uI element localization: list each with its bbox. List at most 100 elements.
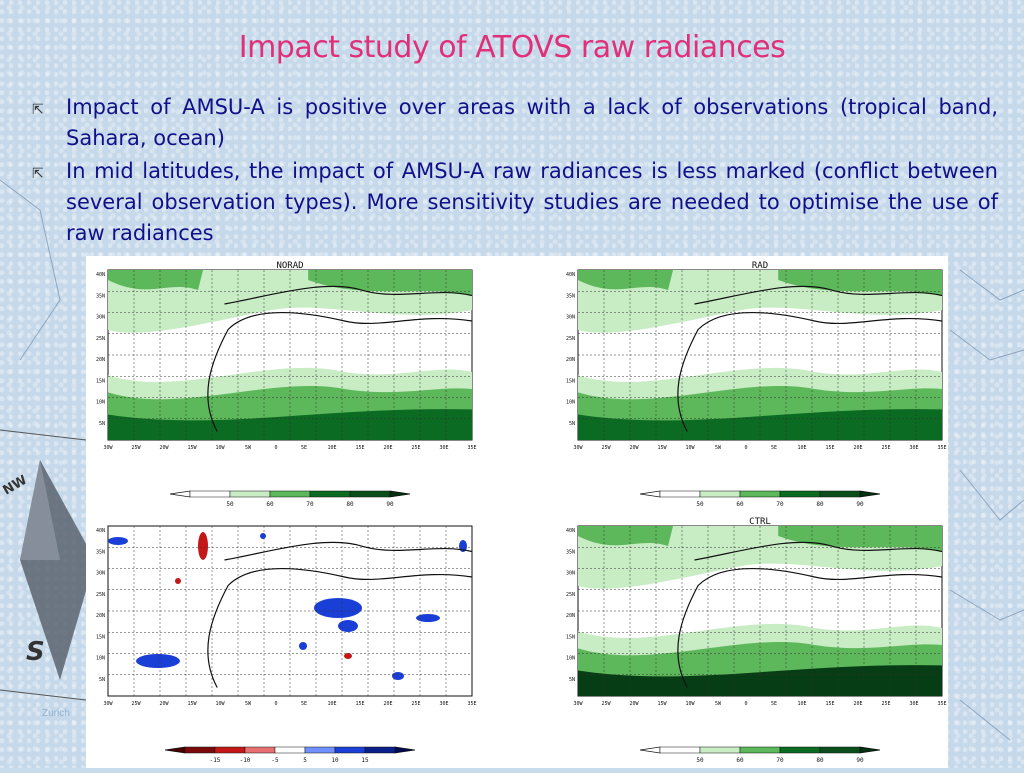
lon-tick-label: 20W <box>159 701 169 707</box>
lon-tick-label: 35E <box>467 701 476 707</box>
lat-tick-label: 20N <box>96 357 105 363</box>
lat-tick-label: 15N <box>566 634 575 640</box>
lon-tick-label: 25W <box>601 701 611 707</box>
lon-tick-label: 10W <box>685 445 695 451</box>
lon-tick-label: 25E <box>411 701 420 707</box>
maps-panel: NORAD 40N 35N 30N 25N 20N 15N 10N 5N 30W 25W 20W 15W… <box>86 256 948 768</box>
lat-tick-label: 35N <box>566 293 575 299</box>
bullet-list: ⇱ Impact of AMSU-A is positive over area… <box>26 92 998 251</box>
lat-tick-label: 40N <box>96 272 105 278</box>
colorbar-label: 80 <box>816 757 824 764</box>
colorbar-label: 90 <box>856 501 864 508</box>
lat-tick-label: 40N <box>566 272 575 278</box>
lon-tick-label: 25W <box>131 701 141 707</box>
lon-tick-label: 5W <box>245 445 252 451</box>
colorbar-label: -15 <box>210 757 221 764</box>
colorbar-label: 50 <box>696 501 704 508</box>
lat-tick-label: 10N <box>566 400 575 406</box>
lon-tick-label: 30W <box>103 445 113 451</box>
lon-tick-label: 30E <box>909 445 918 451</box>
colorbar: 50 60 70 80 90 <box>639 746 881 764</box>
lon-tick-label: 5W <box>245 701 252 707</box>
lon-tick-label: 15E <box>355 701 364 707</box>
lon-tick-label: 0 <box>744 445 747 451</box>
colorbar: 50 60 70 80 90 <box>639 490 881 508</box>
lon-tick-label: 30W <box>573 445 583 451</box>
lat-tick-label: 35N <box>96 293 105 299</box>
lon-tick-label: 35E <box>467 445 476 451</box>
compass-nw-label: NW <box>1 473 30 499</box>
lat-tick-label: 10N <box>96 656 105 662</box>
lat-tick-label: 5N <box>569 421 575 427</box>
lon-tick-label: 20E <box>383 445 392 451</box>
bullet-item: ⇱ Impact of AMSU-A is positive over area… <box>26 92 998 154</box>
lat-tick-label: 5N <box>99 677 105 683</box>
colorbar-label: -10 <box>240 757 251 764</box>
lat-tick-label: 40N <box>96 528 105 534</box>
lon-tick-label: 20W <box>629 445 639 451</box>
colorbar-label: 80 <box>816 501 824 508</box>
lon-tick-label: 30E <box>909 701 918 707</box>
lon-tick-label: 10E <box>327 701 336 707</box>
colorbar-label: 5 <box>303 757 307 764</box>
lat-tick-label: 15N <box>96 378 105 384</box>
lon-tick-label: 10E <box>797 701 806 707</box>
bullet-text: In mid latitudes, the impact of AMSU-A r… <box>66 159 998 245</box>
lon-tick-label: 15W <box>187 701 197 707</box>
lon-tick-label: 5W <box>715 701 722 707</box>
lon-tick-label: 15E <box>825 701 834 707</box>
lon-tick-label: 5E <box>301 445 307 451</box>
lon-tick-label: 20E <box>853 445 862 451</box>
lat-tick-label: 25N <box>96 336 105 342</box>
lon-tick-label: 10E <box>797 445 806 451</box>
lon-tick-label: 25E <box>411 445 420 451</box>
colorbar-label: 80 <box>346 501 354 508</box>
maps-figure: NORAD 40N 35N 30N 25N 20N 15N 10N 5N 30W 25W 20W 15W… <box>96 261 947 764</box>
map-title: NORAD <box>276 261 303 271</box>
lon-tick-label: 25E <box>881 445 890 451</box>
colorbar-label: 60 <box>266 501 274 508</box>
colorbar-label: 90 <box>856 757 864 764</box>
lat-tick-label: 10N <box>96 400 105 406</box>
lon-tick-label: 15E <box>825 445 834 451</box>
bullet-arrow-icon: ⇱ <box>32 166 44 182</box>
lat-tick-label: 20N <box>566 613 575 619</box>
lon-tick-label: 20W <box>629 701 639 707</box>
lat-tick-label: 30N <box>96 315 105 321</box>
colorbar-label: 90 <box>386 501 394 508</box>
lat-tick-label: 5N <box>99 421 105 427</box>
lon-tick-label: 5E <box>771 445 777 451</box>
map-panel-1: NORAD 40N 35N 30N 25N 20N 15N 10N 5N 30W 25W 20W 15W… <box>96 261 477 451</box>
map-title: RAD <box>752 261 768 271</box>
bullet-text: Impact of AMSU-A is positive over areas … <box>66 95 998 150</box>
colorbar: -15 -10 -5 5 10 15 <box>164 746 416 764</box>
colorbar-label: 70 <box>306 501 314 508</box>
map-panel-3: 40N 35N 30N 25N 20N 15N 10N 5N 30W 25W 20W 15W 10W 5W… <box>96 525 477 707</box>
map-title: CTRL <box>749 517 771 527</box>
lat-tick-label: 40N <box>566 528 575 534</box>
colorbar-label: -5 <box>271 757 279 764</box>
lon-tick-label: 0 <box>274 445 277 451</box>
lat-tick-label: 30N <box>96 571 105 577</box>
compass-rose <box>0 429 95 701</box>
lon-tick-label: 25E <box>881 701 890 707</box>
lon-tick-label: 0 <box>274 701 277 707</box>
lat-tick-label: 10N <box>566 656 575 662</box>
lon-tick-label: 30E <box>439 445 448 451</box>
lon-tick-label: 35E <box>937 445 946 451</box>
lat-tick-label: 35N <box>566 549 575 555</box>
lat-tick-label: 25N <box>96 592 105 598</box>
lon-tick-label: 15W <box>657 445 667 451</box>
lon-tick-label: 25W <box>601 445 611 451</box>
colorbar-label: 60 <box>736 757 744 764</box>
lat-tick-label: 20N <box>96 613 105 619</box>
lon-tick-label: 30E <box>439 701 448 707</box>
bullet-arrow-icon: ⇱ <box>32 102 44 118</box>
lat-tick-label: 5N <box>569 677 575 683</box>
lon-tick-label: 5E <box>771 701 777 707</box>
footer-text: Zurich <box>42 708 70 719</box>
lon-tick-label: 10E <box>327 445 336 451</box>
lon-tick-label: 15W <box>187 445 197 451</box>
colorbar: 50 60 70 80 90 <box>169 490 411 508</box>
